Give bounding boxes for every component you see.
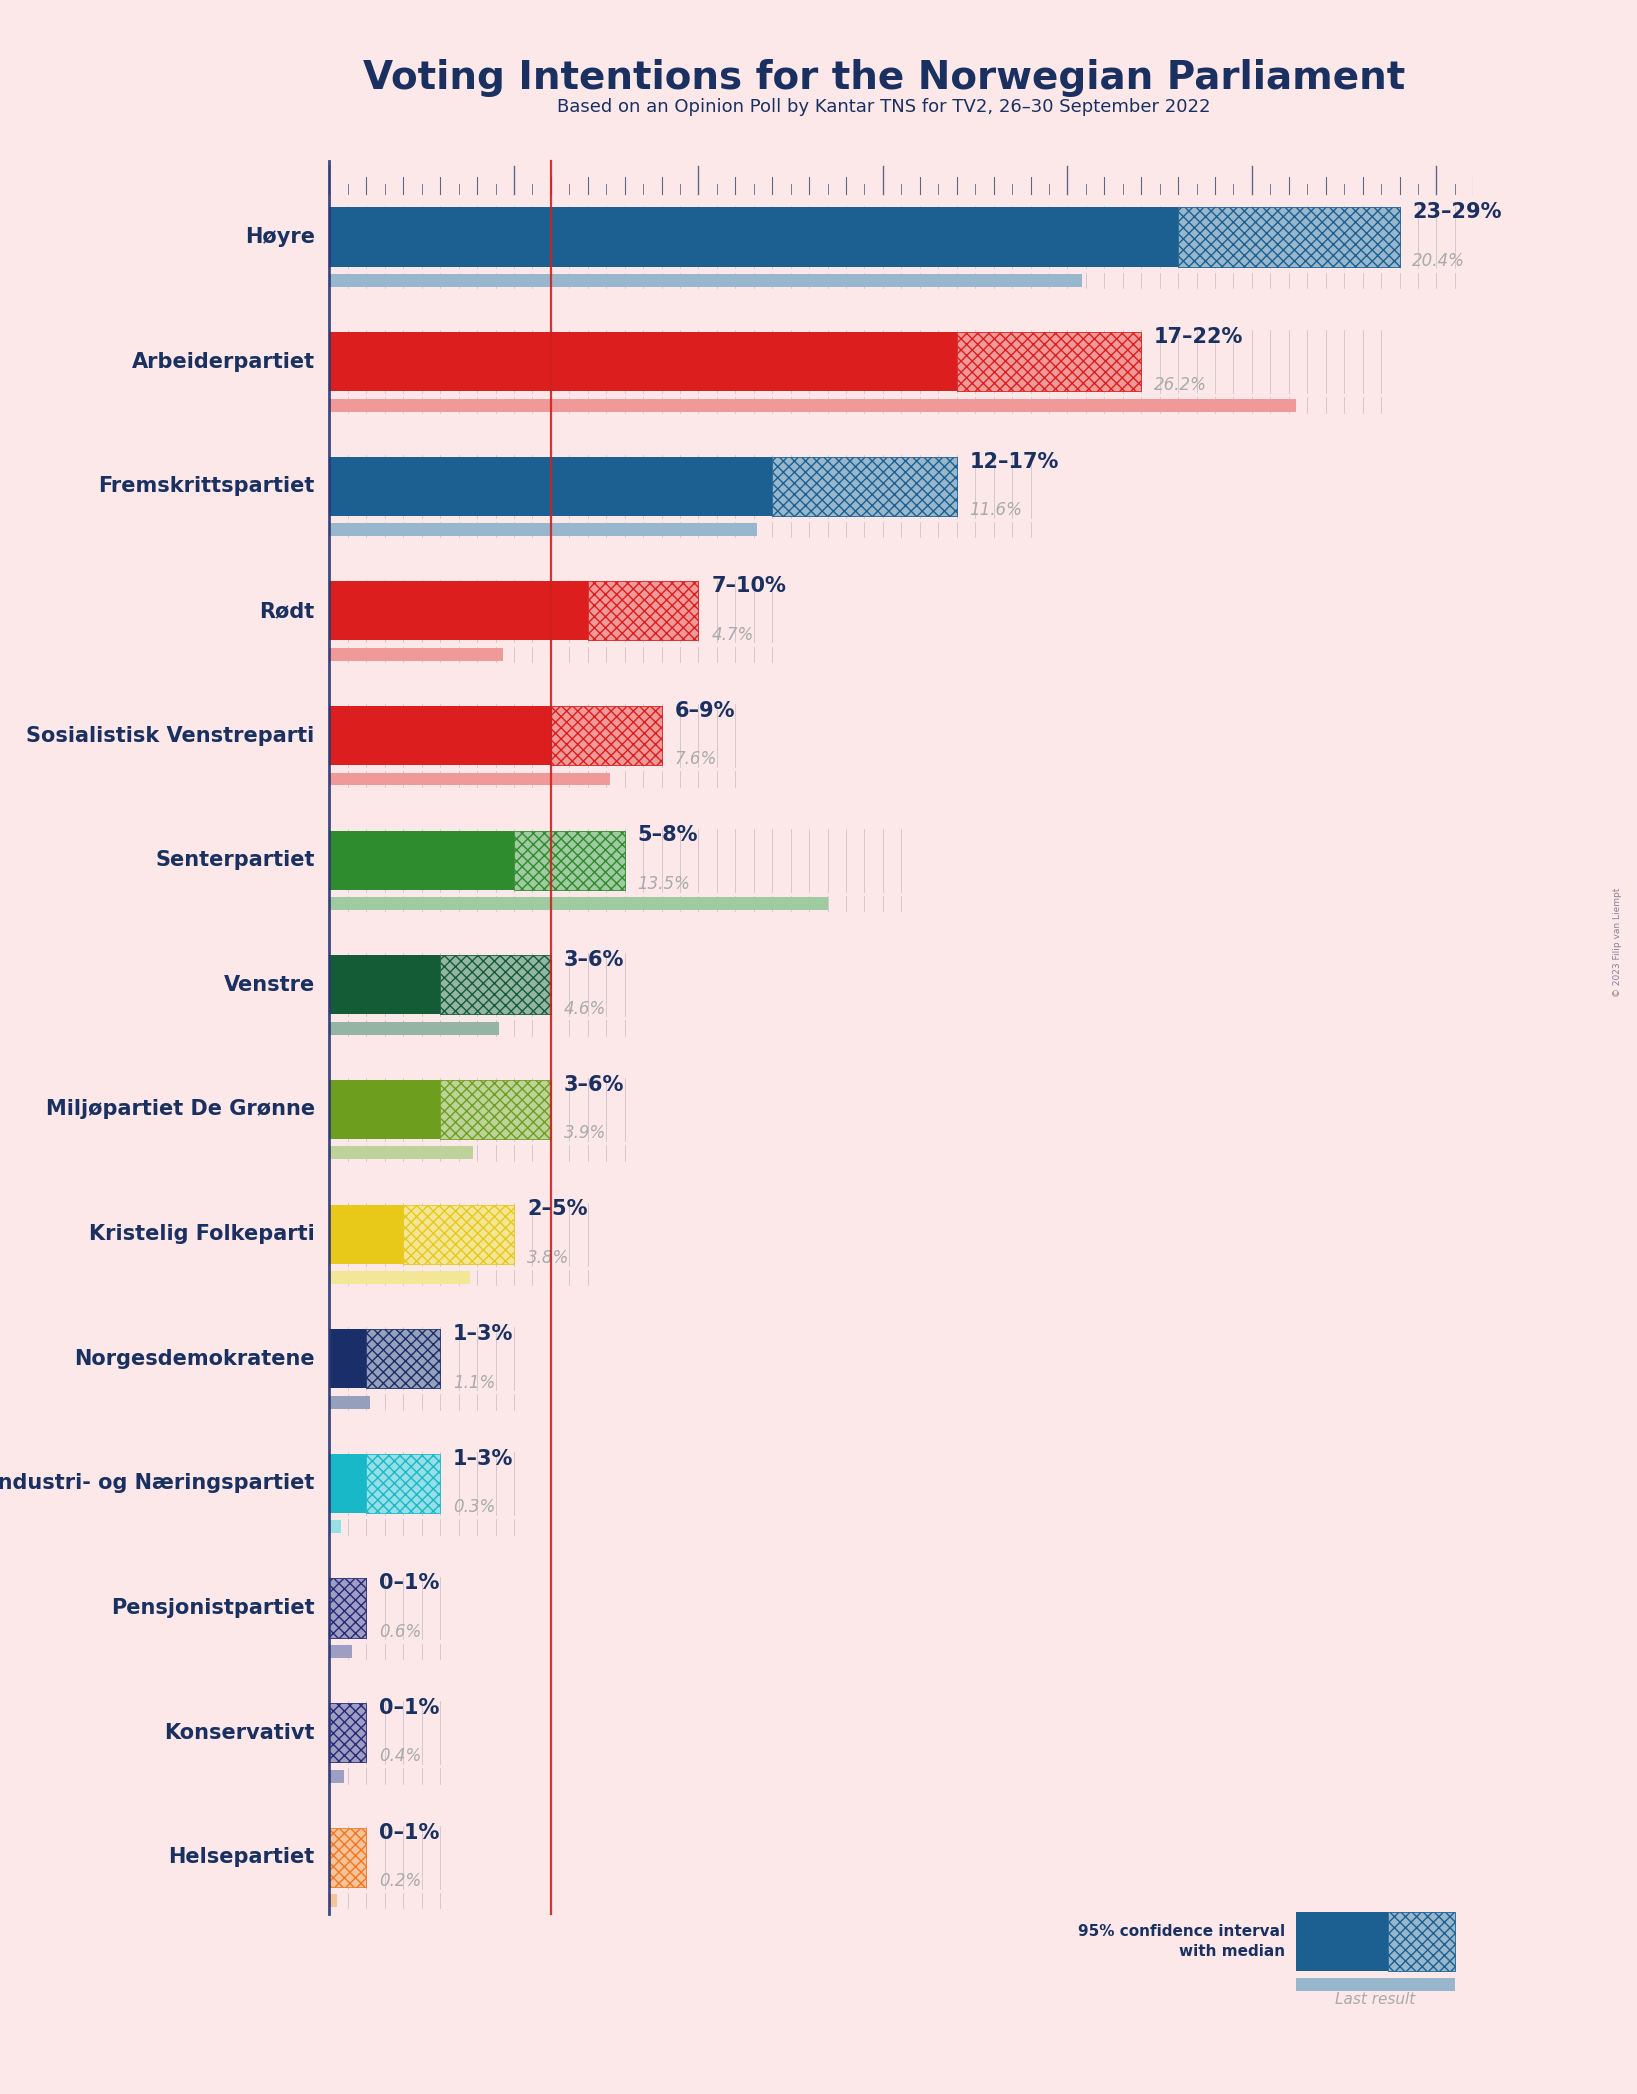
Text: 3–6%: 3–6% [563, 951, 624, 970]
Bar [440, 1081, 552, 1139]
Bar [329, 1204, 403, 1263]
Text: Helsepartiet: Helsepartiet [169, 1847, 314, 1868]
Bar [329, 1397, 370, 1409]
Bar [329, 207, 1179, 266]
Bar [329, 1828, 367, 1887]
Text: Venstre: Venstre [224, 976, 314, 995]
Bar [552, 706, 661, 764]
Text: 4.7%: 4.7% [712, 626, 753, 643]
Bar [329, 1145, 473, 1160]
Text: Konservativt: Konservativt [164, 1723, 314, 1742]
Text: 1–3%: 1–3% [453, 1449, 514, 1468]
Text: 3–6%: 3–6% [563, 1074, 624, 1095]
Text: Pensjonistpartiet: Pensjonistpartiet [111, 1598, 314, 1619]
Bar [329, 706, 552, 764]
Bar [440, 955, 552, 1013]
Text: 0–1%: 0–1% [380, 1698, 440, 1717]
Bar [329, 1081, 440, 1139]
Text: Norgesdemokratene: Norgesdemokratene [74, 1349, 314, 1369]
Bar [1297, 1912, 1388, 1970]
Text: 11.6%: 11.6% [969, 500, 1023, 519]
Text: 0.2%: 0.2% [380, 1872, 422, 1891]
Text: Voting Intentions for the Norwegian Parliament: Voting Intentions for the Norwegian Parl… [363, 59, 1405, 96]
Text: 0.4%: 0.4% [380, 1748, 422, 1765]
Text: 1.1%: 1.1% [453, 1374, 496, 1393]
Bar [329, 1330, 367, 1388]
Text: 2–5%: 2–5% [527, 1200, 588, 1219]
Text: Miljøpartiet De Grønne: Miljøpartiet De Grønne [46, 1099, 314, 1120]
Bar [329, 524, 758, 536]
Text: 95% confidence interval
with median: 95% confidence interval with median [1079, 1924, 1285, 1958]
Text: 3.8%: 3.8% [527, 1248, 570, 1267]
Text: Rødt: Rødt [260, 601, 314, 622]
Text: 0.3%: 0.3% [453, 1497, 496, 1516]
Text: Høyre: Høyre [244, 226, 314, 247]
Text: 12–17%: 12–17% [969, 452, 1059, 471]
Text: 23–29%: 23–29% [1413, 203, 1501, 222]
Text: 0–1%: 0–1% [380, 1573, 440, 1594]
Bar [329, 1022, 499, 1034]
Text: 20.4%: 20.4% [1413, 251, 1465, 270]
Bar [329, 333, 956, 392]
Bar [329, 398, 1297, 413]
Text: 5–8%: 5–8% [637, 825, 697, 846]
Text: Based on an Opinion Poll by Kantar TNS for TV2, 26–30 September 2022: Based on an Opinion Poll by Kantar TNS f… [557, 98, 1211, 117]
Bar [1179, 207, 1400, 266]
Bar [329, 1769, 344, 1782]
Text: 26.2%: 26.2% [1154, 377, 1206, 394]
Bar [588, 582, 699, 641]
Bar [329, 456, 773, 515]
Text: © 2023 Filip van Liempt: © 2023 Filip van Liempt [1612, 888, 1622, 997]
Text: 13.5%: 13.5% [637, 875, 691, 892]
Bar [773, 456, 956, 515]
Bar [329, 896, 828, 911]
Bar [329, 274, 1082, 287]
Bar [329, 831, 514, 890]
Bar [329, 955, 440, 1013]
Bar [329, 1520, 340, 1533]
Bar [329, 1579, 367, 1638]
Text: 1–3%: 1–3% [453, 1323, 514, 1344]
Bar [1388, 1912, 1455, 1970]
Text: Arbeiderpartiet: Arbeiderpartiet [131, 352, 314, 371]
Text: Last result: Last result [1336, 1993, 1416, 2008]
Text: Sosialistisk Venstreparti: Sosialistisk Venstreparti [26, 727, 314, 745]
Bar [329, 1895, 337, 1908]
Bar [367, 1330, 440, 1388]
Bar [956, 333, 1141, 392]
Bar [329, 1702, 367, 1763]
Text: 3.9%: 3.9% [563, 1124, 606, 1141]
Bar [367, 1453, 440, 1514]
Bar [514, 831, 625, 890]
Bar [329, 647, 503, 662]
Text: Fremskrittspartiet: Fremskrittspartiet [98, 475, 314, 496]
Bar [403, 1204, 514, 1263]
Bar [329, 1271, 470, 1284]
Text: 7.6%: 7.6% [674, 750, 717, 768]
Text: 4.6%: 4.6% [563, 999, 606, 1018]
Text: 17–22%: 17–22% [1154, 327, 1244, 348]
Bar [329, 1646, 352, 1658]
Bar [1297, 1979, 1455, 1991]
Bar [329, 582, 588, 641]
Bar [329, 1453, 367, 1514]
Text: Industri- og Næringspartiet: Industri- og Næringspartiet [0, 1474, 314, 1493]
Text: 0–1%: 0–1% [380, 1822, 440, 1843]
Text: Senterpartiet: Senterpartiet [156, 850, 314, 871]
Text: Kristelig Folkeparti: Kristelig Folkeparti [88, 1225, 314, 1244]
Bar [329, 773, 611, 785]
Text: 0.6%: 0.6% [380, 1623, 422, 1642]
Text: 7–10%: 7–10% [712, 576, 786, 597]
Text: 6–9%: 6–9% [674, 701, 735, 720]
